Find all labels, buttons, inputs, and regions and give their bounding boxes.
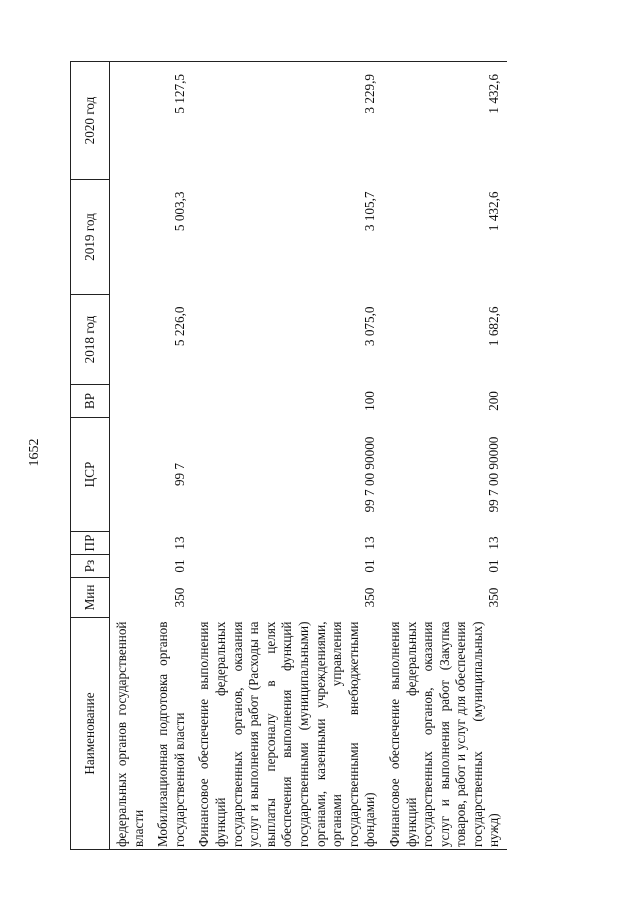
cell-y2020: 5 127,5	[151, 61, 193, 180]
table-header: Наименование Мин Рз ПР ЦСР ВР 2018 год 2…	[70, 61, 110, 850]
cell-rz: 01	[171, 559, 187, 573]
cell-rz: 01	[486, 559, 502, 573]
cell-y2019	[110, 180, 152, 295]
cell-y2020: 1 432,6	[382, 61, 508, 180]
budget-table: Наименование Мин Рз ПР ЦСР ВР 2018 год 2…	[70, 61, 508, 850]
cell-vr	[110, 385, 152, 418]
table-row: Финансовое обеспечение выполнения функци…	[192, 61, 383, 850]
cell-min: 350	[486, 587, 502, 608]
cell-y2018	[110, 295, 152, 385]
cell-y2018: 1 682,6	[486, 306, 502, 347]
header-vr: ВР	[70, 384, 110, 418]
cell-min: 350	[171, 587, 187, 608]
header-2019: 2019 год	[70, 179, 110, 295]
table-row: Мобилизационная подготовка органов госуд…	[151, 61, 193, 850]
cell-y2020: 3 229,9	[192, 61, 383, 180]
header-2018: 2018 год	[70, 294, 110, 385]
cell-csr: 99 7 00 90000	[362, 436, 378, 513]
header-csr: ЦСР	[70, 417, 110, 532]
cell-rz: 01	[362, 559, 378, 573]
header-2020: 2020 год	[70, 61, 110, 180]
cell-min: 350	[362, 587, 378, 608]
header-pr: ПР	[70, 531, 110, 555]
header-name: Наименование	[70, 617, 110, 850]
cell-pr	[110, 532, 152, 555]
cell-vr	[151, 385, 192, 418]
cell-y2018: 5 226,0	[171, 306, 187, 347]
table-row: федеральных органов государственной влас…	[109, 61, 152, 850]
cell-pr: 13	[486, 536, 502, 550]
cell-rz	[110, 555, 152, 578]
cell-y2020	[109, 61, 152, 180]
cell-pr: 13	[362, 536, 378, 550]
table-row: Финансовое обеспечение выполнения функци…	[382, 61, 508, 850]
header-min: Мин	[70, 577, 110, 618]
cell-pr: 13	[171, 536, 187, 550]
cell-csr: 99 7 00 90000	[486, 436, 502, 513]
cell-min	[110, 578, 152, 618]
cell-y2019: 1 432,6	[486, 191, 502, 232]
cell-name: Финансовое обеспечение выполнения функци…	[192, 617, 383, 850]
cell-name: Финансовое обеспечение выполнения функци…	[382, 617, 508, 850]
cell-vr: 200	[486, 391, 502, 411]
cell-name: Мобилизационная подготовка органов госуд…	[151, 617, 193, 850]
cell-vr: 100	[362, 391, 378, 411]
cell-y2018: 3 075,0	[362, 306, 378, 347]
page-number: 1652	[27, 438, 42, 467]
cell-name: федеральных органов государственной влас…	[109, 617, 152, 850]
header-rz: Рз	[70, 554, 110, 578]
cell-y2019: 5 003,3	[171, 191, 187, 232]
cell-y2019: 3 105,7	[362, 191, 378, 232]
cell-csr: 99 7	[171, 462, 187, 487]
cell-csr	[110, 418, 152, 532]
